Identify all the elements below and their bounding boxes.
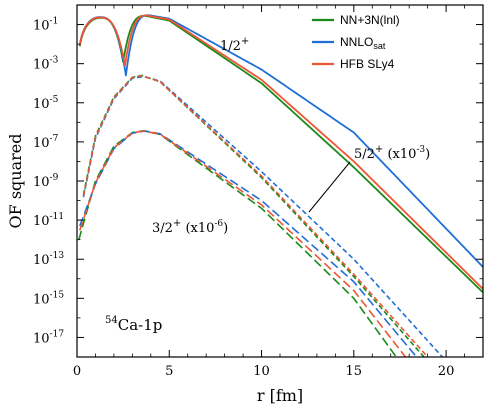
y-tick-label: 10-7 (33, 134, 59, 151)
legend-label-nnlosat: NNLOsat (340, 35, 386, 51)
annotation-five-half-state: 5/2+ (x10-3) (354, 144, 430, 162)
legend-label-nn3n: NN+3N(lnl) (340, 13, 400, 27)
y-tick-label: 10-3 (33, 56, 59, 73)
series-line-8 (79, 130, 407, 357)
series-line-2 (78, 14, 483, 290)
y-tick-label: 10-5 (33, 95, 59, 112)
annotation-three-half-state: 3/2+ (x10-6) (152, 218, 228, 236)
plot-frame (76, 4, 484, 358)
x-tick-label: 20 (438, 364, 455, 379)
y-tick-label: 10-15 (33, 290, 64, 307)
x-tick-label: 15 (346, 364, 363, 379)
series-line-5 (82, 74, 429, 357)
annotation-pointer-line (308, 161, 351, 213)
x-tick-label: 10 (253, 364, 270, 379)
y-tick-label: 10-11 (33, 212, 64, 229)
y-tick-label: 10-9 (33, 173, 59, 190)
legend: NN+3N(lnl) NNLOsat HFB SLy4 (312, 13, 400, 71)
x-axis-ticks: 0 5 10 15 20 (73, 5, 465, 379)
series-line-7 (79, 130, 418, 357)
y-axis-title: OF squared (6, 134, 25, 229)
y-tick-label: 10-13 (33, 251, 64, 268)
series-line-4 (82, 75, 443, 357)
x-tick-label: 0 (73, 364, 81, 379)
y-tick-label: 10-1 (33, 17, 58, 34)
legend-label-hfb: HFB SLy4 (340, 57, 395, 71)
x-axis-title: r [fm] (257, 386, 303, 405)
y-axis-ticks: 10-17 10-15 10-13 10-11 10-9 10-7 10-5 10-3 10-1 (33, 4, 483, 358)
x-tick-label: 5 (165, 364, 173, 379)
annotation-nucleus: 54Ca-1p (105, 315, 162, 334)
series-layer (78, 14, 483, 357)
annotation-half-state: 1/2+ (220, 36, 249, 54)
y-tick-label: 10-17 (33, 329, 64, 346)
